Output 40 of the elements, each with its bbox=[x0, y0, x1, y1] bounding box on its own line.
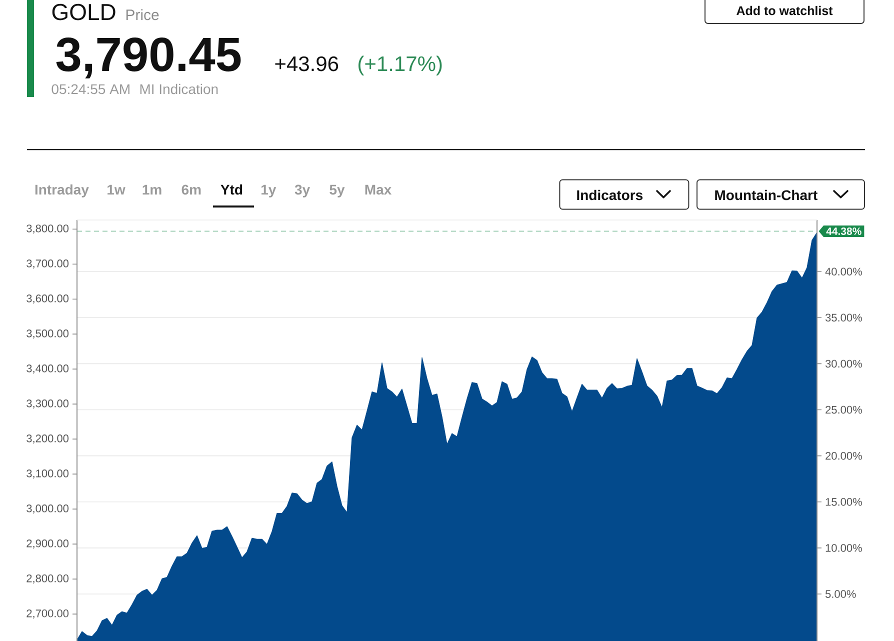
y2-tick-label: 5.00% bbox=[825, 590, 856, 598]
text: 05:24:55 AM bbox=[52, 84, 130, 94]
y-tick-label: 3,400.00 bbox=[26, 364, 69, 374]
y2-tick-label: 35.00% bbox=[825, 314, 862, 322]
text: +43.96 bbox=[275, 56, 338, 72]
chart-subtitle: Price bbox=[126, 9, 159, 20]
y-tick-label: 3,800.00 bbox=[26, 224, 69, 234]
text: Max bbox=[365, 184, 392, 195]
text: 5y bbox=[330, 184, 345, 198]
text: Intraday bbox=[35, 184, 89, 198]
y2-tick-label: 25.00% bbox=[826, 406, 862, 414]
y2-tick-label: 15.00% bbox=[826, 498, 862, 506]
y2-tick-label: 40.00% bbox=[825, 268, 862, 276]
text: 1m bbox=[142, 184, 162, 194]
y-tick-label: 3,000.00 bbox=[26, 504, 69, 514]
text: MI Indication bbox=[140, 84, 218, 94]
y-tick-label: 3,200.00 bbox=[26, 434, 69, 444]
text: Ytd bbox=[220, 184, 242, 195]
y-tick-label: 3,500.00 bbox=[26, 330, 69, 339]
text: 1w bbox=[108, 184, 126, 194]
ref-line-label: 44.38% bbox=[826, 228, 862, 235]
y-tick-label: 3,300.00 bbox=[26, 400, 69, 409]
text: Add to watchlist bbox=[736, 6, 833, 16]
text: 3,790.45 bbox=[56, 37, 241, 78]
y2-tick-label: 10.00% bbox=[826, 544, 862, 552]
text: 3y bbox=[294, 184, 310, 198]
y-tick-label: 3,700.00 bbox=[26, 260, 69, 269]
y-tick-label: 2,900.00 bbox=[26, 540, 69, 549]
text: 1y bbox=[261, 184, 276, 198]
chart-title: GOLD bbox=[52, 4, 116, 20]
y2-tick-label: 30.00% bbox=[825, 360, 862, 368]
text: (+1.17%) bbox=[358, 56, 442, 76]
text: 6m bbox=[182, 184, 201, 195]
y-tick-label: 2,800.00 bbox=[26, 574, 69, 584]
y2-tick-label: 20.00% bbox=[826, 452, 862, 460]
y-tick-label: 2,700.00 bbox=[26, 610, 69, 619]
text: Indicators bbox=[577, 190, 643, 200]
y-tick-label: 3,100.00 bbox=[26, 470, 69, 479]
y-tick-label: 3,600.00 bbox=[26, 294, 69, 304]
text: Mountain-Chart bbox=[715, 190, 818, 200]
